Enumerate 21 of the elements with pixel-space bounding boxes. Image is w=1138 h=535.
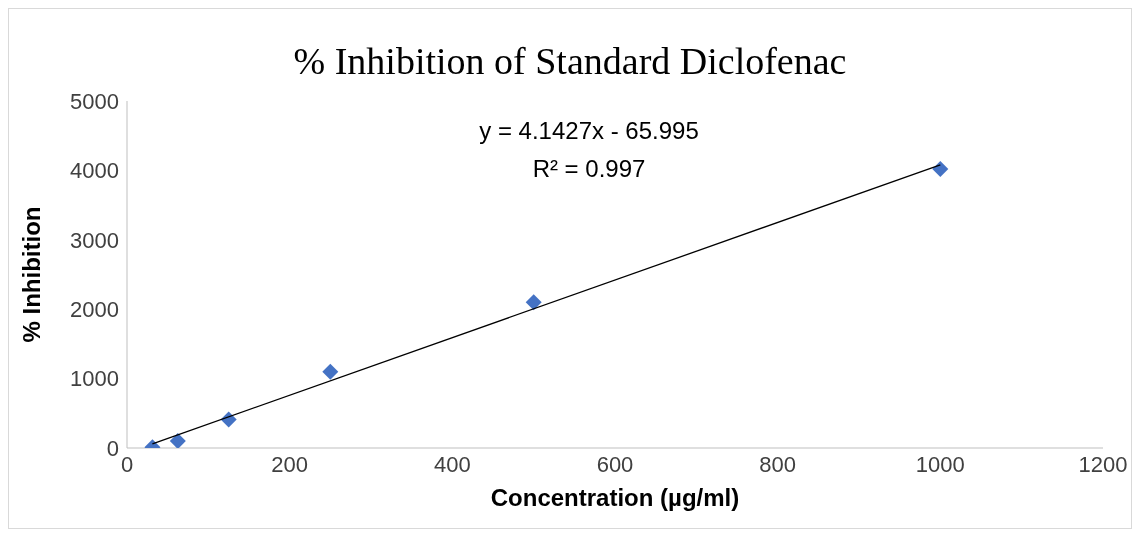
y-tick-label: 2000 [70, 297, 119, 323]
point [169, 433, 186, 448]
annotation: y = 4.1427x - 65.995 [478, 117, 700, 145]
chart-title: % Inhibition of Standard Diclofenac [292, 39, 848, 83]
y-tick-label: 1000 [70, 366, 119, 392]
y-tick-label: 5000 [70, 88, 119, 114]
x-tick-label: 200 [271, 451, 309, 477]
annotation: R² = 0.997 [531, 155, 647, 183]
x-tick-label: 600 [596, 451, 634, 477]
point [525, 294, 542, 311]
y-tick-label: 0 [106, 435, 119, 461]
x-tick-label: 1000 [915, 451, 965, 477]
x-tick-label: 400 [433, 451, 471, 477]
y-axis-title: % Inhibition [17, 206, 45, 343]
y-tick-label: 4000 [70, 158, 119, 184]
x-tick-label: 800 [759, 451, 797, 477]
x-tick-label: 1200 [1078, 451, 1128, 477]
point [322, 363, 339, 380]
x-axis-title: Concentration (µg/ml) [490, 484, 740, 511]
y-tick-label: 3000 [70, 227, 119, 253]
point [932, 161, 949, 178]
